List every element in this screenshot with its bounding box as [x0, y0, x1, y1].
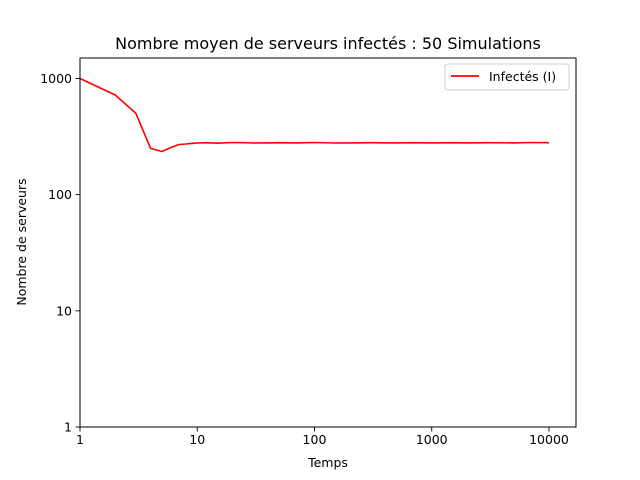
chart-title: Nombre moyen de serveurs infectés : 50 S…	[115, 34, 541, 53]
axes-frame	[79, 57, 577, 428]
x-tick-label: 1	[76, 432, 84, 447]
y-axis-label: Nombre de serveurs	[14, 178, 29, 305]
y-tick-label: 10	[56, 303, 72, 318]
y-tick-label: 1	[64, 420, 72, 435]
legend-label: Infectés (I)	[489, 69, 556, 84]
x-tick-label: 1000	[416, 432, 448, 447]
x-axis-label: Temps	[307, 455, 348, 470]
axis-ticks: 1 10 100 1000 10000 1 10 100 1000	[40, 71, 569, 447]
x-tick-label: 100	[303, 432, 327, 447]
x-tick-label: 10	[189, 432, 205, 447]
x-tick-label: 10000	[529, 432, 569, 447]
series-line-0	[79, 77, 550, 153]
y-tick-label: 100	[48, 187, 72, 202]
plot-area	[79, 77, 550, 153]
y-tick-label: 1000	[40, 71, 72, 86]
legend-box	[444, 63, 570, 91]
legend: Infectés (I)	[444, 63, 570, 91]
